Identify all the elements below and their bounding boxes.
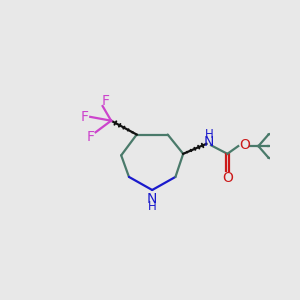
- Text: O: O: [239, 138, 250, 152]
- Text: N: N: [147, 192, 158, 206]
- Text: N: N: [204, 135, 214, 149]
- Text: F: F: [81, 110, 89, 124]
- Text: F: F: [87, 130, 95, 144]
- Text: F: F: [102, 94, 110, 108]
- Text: H: H: [148, 200, 157, 213]
- Text: O: O: [222, 172, 233, 185]
- Text: H: H: [204, 128, 213, 141]
